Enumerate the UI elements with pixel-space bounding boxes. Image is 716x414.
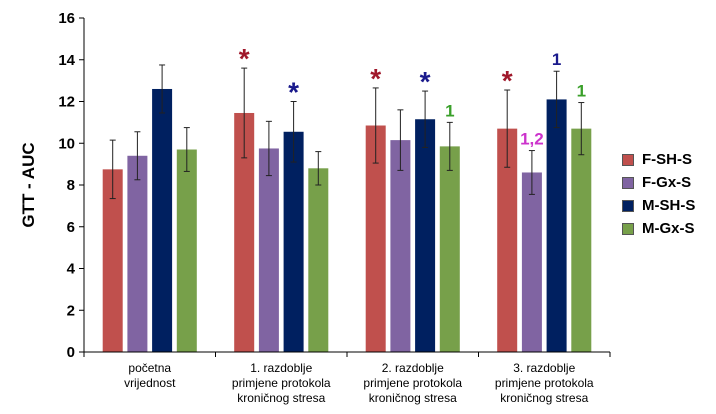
x-category-label: 1. razdoblje bbox=[250, 361, 312, 375]
bar-f-gx-s-cat1 bbox=[127, 155, 148, 352]
bar-f-gx-s-cat2 bbox=[258, 148, 279, 352]
bar-m-gx-s-cat3 bbox=[439, 146, 460, 352]
legend-item-m-gx-s: M-Gx-S bbox=[622, 217, 695, 240]
y-tick-label: 2 bbox=[67, 302, 75, 319]
bar-f-sh-s-cat3 bbox=[365, 125, 386, 352]
bar-m-sh-s-cat4 bbox=[546, 99, 567, 352]
x-category-label: kroničnog stresa bbox=[500, 391, 588, 405]
x-category-label: 3. razdoblje bbox=[513, 361, 575, 375]
significance-marker: * bbox=[288, 77, 299, 108]
legend-label-f-sh-s: F-SH-S bbox=[642, 151, 692, 168]
bar-m-gx-s-cat4 bbox=[571, 128, 592, 352]
bar-m-sh-s-cat3 bbox=[415, 119, 436, 353]
bar-f-sh-s-cat1 bbox=[102, 169, 123, 352]
x-category-label: primjene protokola bbox=[363, 376, 462, 390]
significance-marker: 1,2 bbox=[520, 130, 544, 149]
y-tick-label: 16 bbox=[58, 10, 75, 27]
legend-item-m-sh-s: M-SH-S bbox=[622, 194, 695, 217]
x-category-label: 2. razdoblje bbox=[382, 361, 444, 375]
x-category-label: početna bbox=[128, 361, 171, 375]
legend-label-m-gx-s: M-Gx-S bbox=[642, 220, 695, 237]
legend-item-f-gx-s: F-Gx-S bbox=[622, 171, 695, 194]
y-axis-title: GTT - AUC bbox=[19, 142, 38, 227]
legend-item-f-sh-s: F-SH-S bbox=[622, 148, 695, 171]
bar-f-gx-s-cat4 bbox=[521, 172, 542, 352]
y-tick-label: 6 bbox=[67, 219, 75, 236]
y-tick-label: 8 bbox=[67, 177, 75, 194]
y-tick-label: 10 bbox=[58, 135, 75, 152]
bar-f-gx-s-cat3 bbox=[390, 140, 411, 352]
significance-marker: * bbox=[370, 63, 381, 94]
bar-f-sh-s-cat2 bbox=[234, 112, 255, 352]
x-category-label: primjene protokola bbox=[495, 376, 594, 390]
bar-m-gx-s-cat2 bbox=[308, 168, 329, 352]
x-category-label: kroničnog stresa bbox=[369, 391, 457, 405]
significance-marker: 1 bbox=[445, 101, 454, 120]
legend-label-f-gx-s: F-Gx-S bbox=[642, 174, 692, 191]
legend-swatch-f-gx-s bbox=[622, 176, 634, 189]
significance-marker: 1 bbox=[552, 50, 561, 69]
y-tick-label: 4 bbox=[67, 261, 76, 278]
legend-swatch-m-sh-s bbox=[622, 199, 634, 212]
y-tick-label: 12 bbox=[58, 94, 75, 111]
legend-swatch-f-sh-s bbox=[622, 153, 634, 166]
x-category-label: primjene protokola bbox=[232, 376, 331, 390]
x-category-label: kroničnog stresa bbox=[237, 391, 325, 405]
bar-f-sh-s-cat4 bbox=[497, 128, 518, 352]
x-category-label: vrijednost bbox=[124, 376, 176, 390]
bar-m-sh-s-cat2 bbox=[283, 131, 304, 352]
significance-marker: * bbox=[502, 65, 513, 96]
legend-swatch-m-gx-s bbox=[622, 222, 634, 235]
legend-label-m-sh-s: M-SH-S bbox=[642, 197, 696, 214]
significance-marker: * bbox=[420, 66, 431, 97]
significance-marker: 1 bbox=[577, 82, 586, 101]
y-tick-label: 14 bbox=[58, 52, 75, 69]
y-tick-label: 0 bbox=[67, 344, 75, 361]
bar-m-gx-s-cat1 bbox=[176, 149, 197, 352]
significance-marker: * bbox=[239, 43, 250, 74]
bar-m-sh-s-cat1 bbox=[152, 88, 173, 352]
legend: F-SH-S F-Gx-S M-SH-S M-Gx-S bbox=[622, 148, 695, 240]
